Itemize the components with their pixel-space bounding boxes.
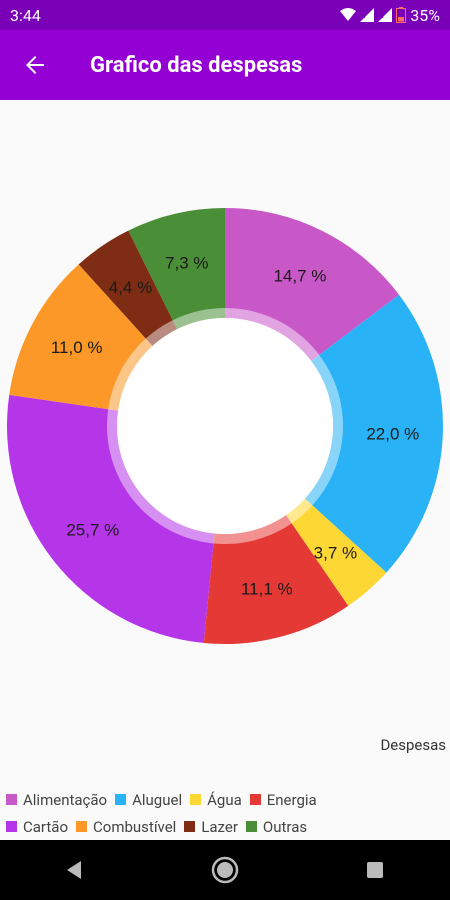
legend-item-3: Energia — [249, 790, 317, 809]
legend-item-5: Combustível — [76, 818, 176, 836]
slice-label-3: 11,1 % — [241, 580, 293, 599]
legend-label: Combustível — [93, 817, 177, 836]
legend-swatch — [115, 794, 127, 805]
pie-slice-2[interactable] — [286, 498, 387, 606]
slice-label-6: 4,4 % — [109, 278, 152, 297]
chart-legend: Alimentação Aluguel Água Energia Cartão Combu… — [6, 786, 446, 840]
legend-label: Cartão — [23, 817, 68, 836]
legend-label: Lazer — [201, 817, 238, 836]
slice-label-0: 14,7 % — [273, 267, 326, 286]
slice-label-5: 11,0 % — [51, 338, 103, 357]
signal-icon — [378, 8, 393, 22]
legend-label: Outras — [262, 817, 308, 836]
legend-label: Água — [207, 790, 242, 809]
battery-percent: 35% — [410, 5, 440, 25]
nav-home-button[interactable] — [195, 840, 255, 900]
slice-label-2: 3,7 % — [314, 544, 357, 563]
legend-label: Aluguel — [132, 790, 183, 809]
slice-label-4: 25,7 % — [66, 521, 119, 540]
back-button[interactable] — [8, 30, 62, 100]
pie-slice-3[interactable] — [203, 515, 349, 644]
battery-icon — [396, 7, 407, 23]
legend-item-6: Lazer — [184, 818, 238, 836]
pie-slice-1[interactable] — [304, 294, 443, 573]
status-bar: 3:44 35% — [0, 0, 450, 30]
legend-swatch — [190, 794, 202, 805]
legend-label: Alimentação — [23, 790, 108, 809]
pie-slice-7[interactable] — [128, 208, 225, 330]
donut-chart[interactable]: 14,7 % 22,0 % 3,7 % 11,1 % 25,7 % 11,0 % 4,4 %… — [0, 100, 450, 740]
legend-swatch — [6, 821, 17, 832]
legend-row-0: Alimentação Aluguel Água Energia — [6, 786, 446, 813]
pie-slice-5[interactable] — [9, 264, 153, 411]
arrow-back-icon — [26, 56, 44, 74]
pie-slice-0[interactable] — [225, 208, 400, 361]
nav-back-button[interactable] — [45, 840, 105, 900]
legend-swatch — [6, 794, 17, 805]
donut-hole — [117, 318, 333, 534]
legend-item-0: Alimentação — [6, 791, 107, 809]
wifi-icon — [340, 8, 357, 21]
chart-description: Despesas — [380, 736, 446, 754]
nav-recents-button[interactable] — [345, 840, 405, 900]
recents-square-icon — [367, 862, 383, 878]
legend-item-1: Aluguel — [115, 791, 182, 809]
legend-item-4: Cartão — [6, 818, 68, 836]
signal-icon — [360, 8, 375, 22]
legend-row-1: Cartão Combustível Lazer Outras — [6, 813, 446, 840]
page-title: Grafico das despesas — [90, 52, 303, 78]
slice-label-7: 7,3 % — [165, 253, 208, 272]
legend-item-2: Água — [190, 791, 242, 809]
legend-label: Energia — [266, 790, 317, 809]
home-circle-icon — [211, 856, 239, 884]
slice-label-1: 22,0 % — [366, 425, 419, 444]
pie-slice-4[interactable] — [7, 394, 215, 643]
pie-slice-6[interactable] — [78, 230, 178, 346]
app-bar: Grafico das despesas — [0, 30, 450, 100]
back-triangle-icon — [67, 861, 81, 879]
legend-item-7: Outras — [245, 817, 308, 836]
legend-swatch — [76, 821, 87, 832]
navigation-bar — [0, 840, 450, 900]
status-time: 3:44 — [10, 5, 41, 25]
legend-swatch — [245, 821, 257, 832]
legend-swatch — [184, 821, 196, 832]
legend-swatch — [249, 794, 261, 805]
status-icons: 35% — [340, 6, 440, 25]
expense-chart[interactable]: 14,7 % 22,0 % 3,7 % 11,1 % 25,7 % 11,0 % 4,4 %… — [0, 100, 450, 840]
